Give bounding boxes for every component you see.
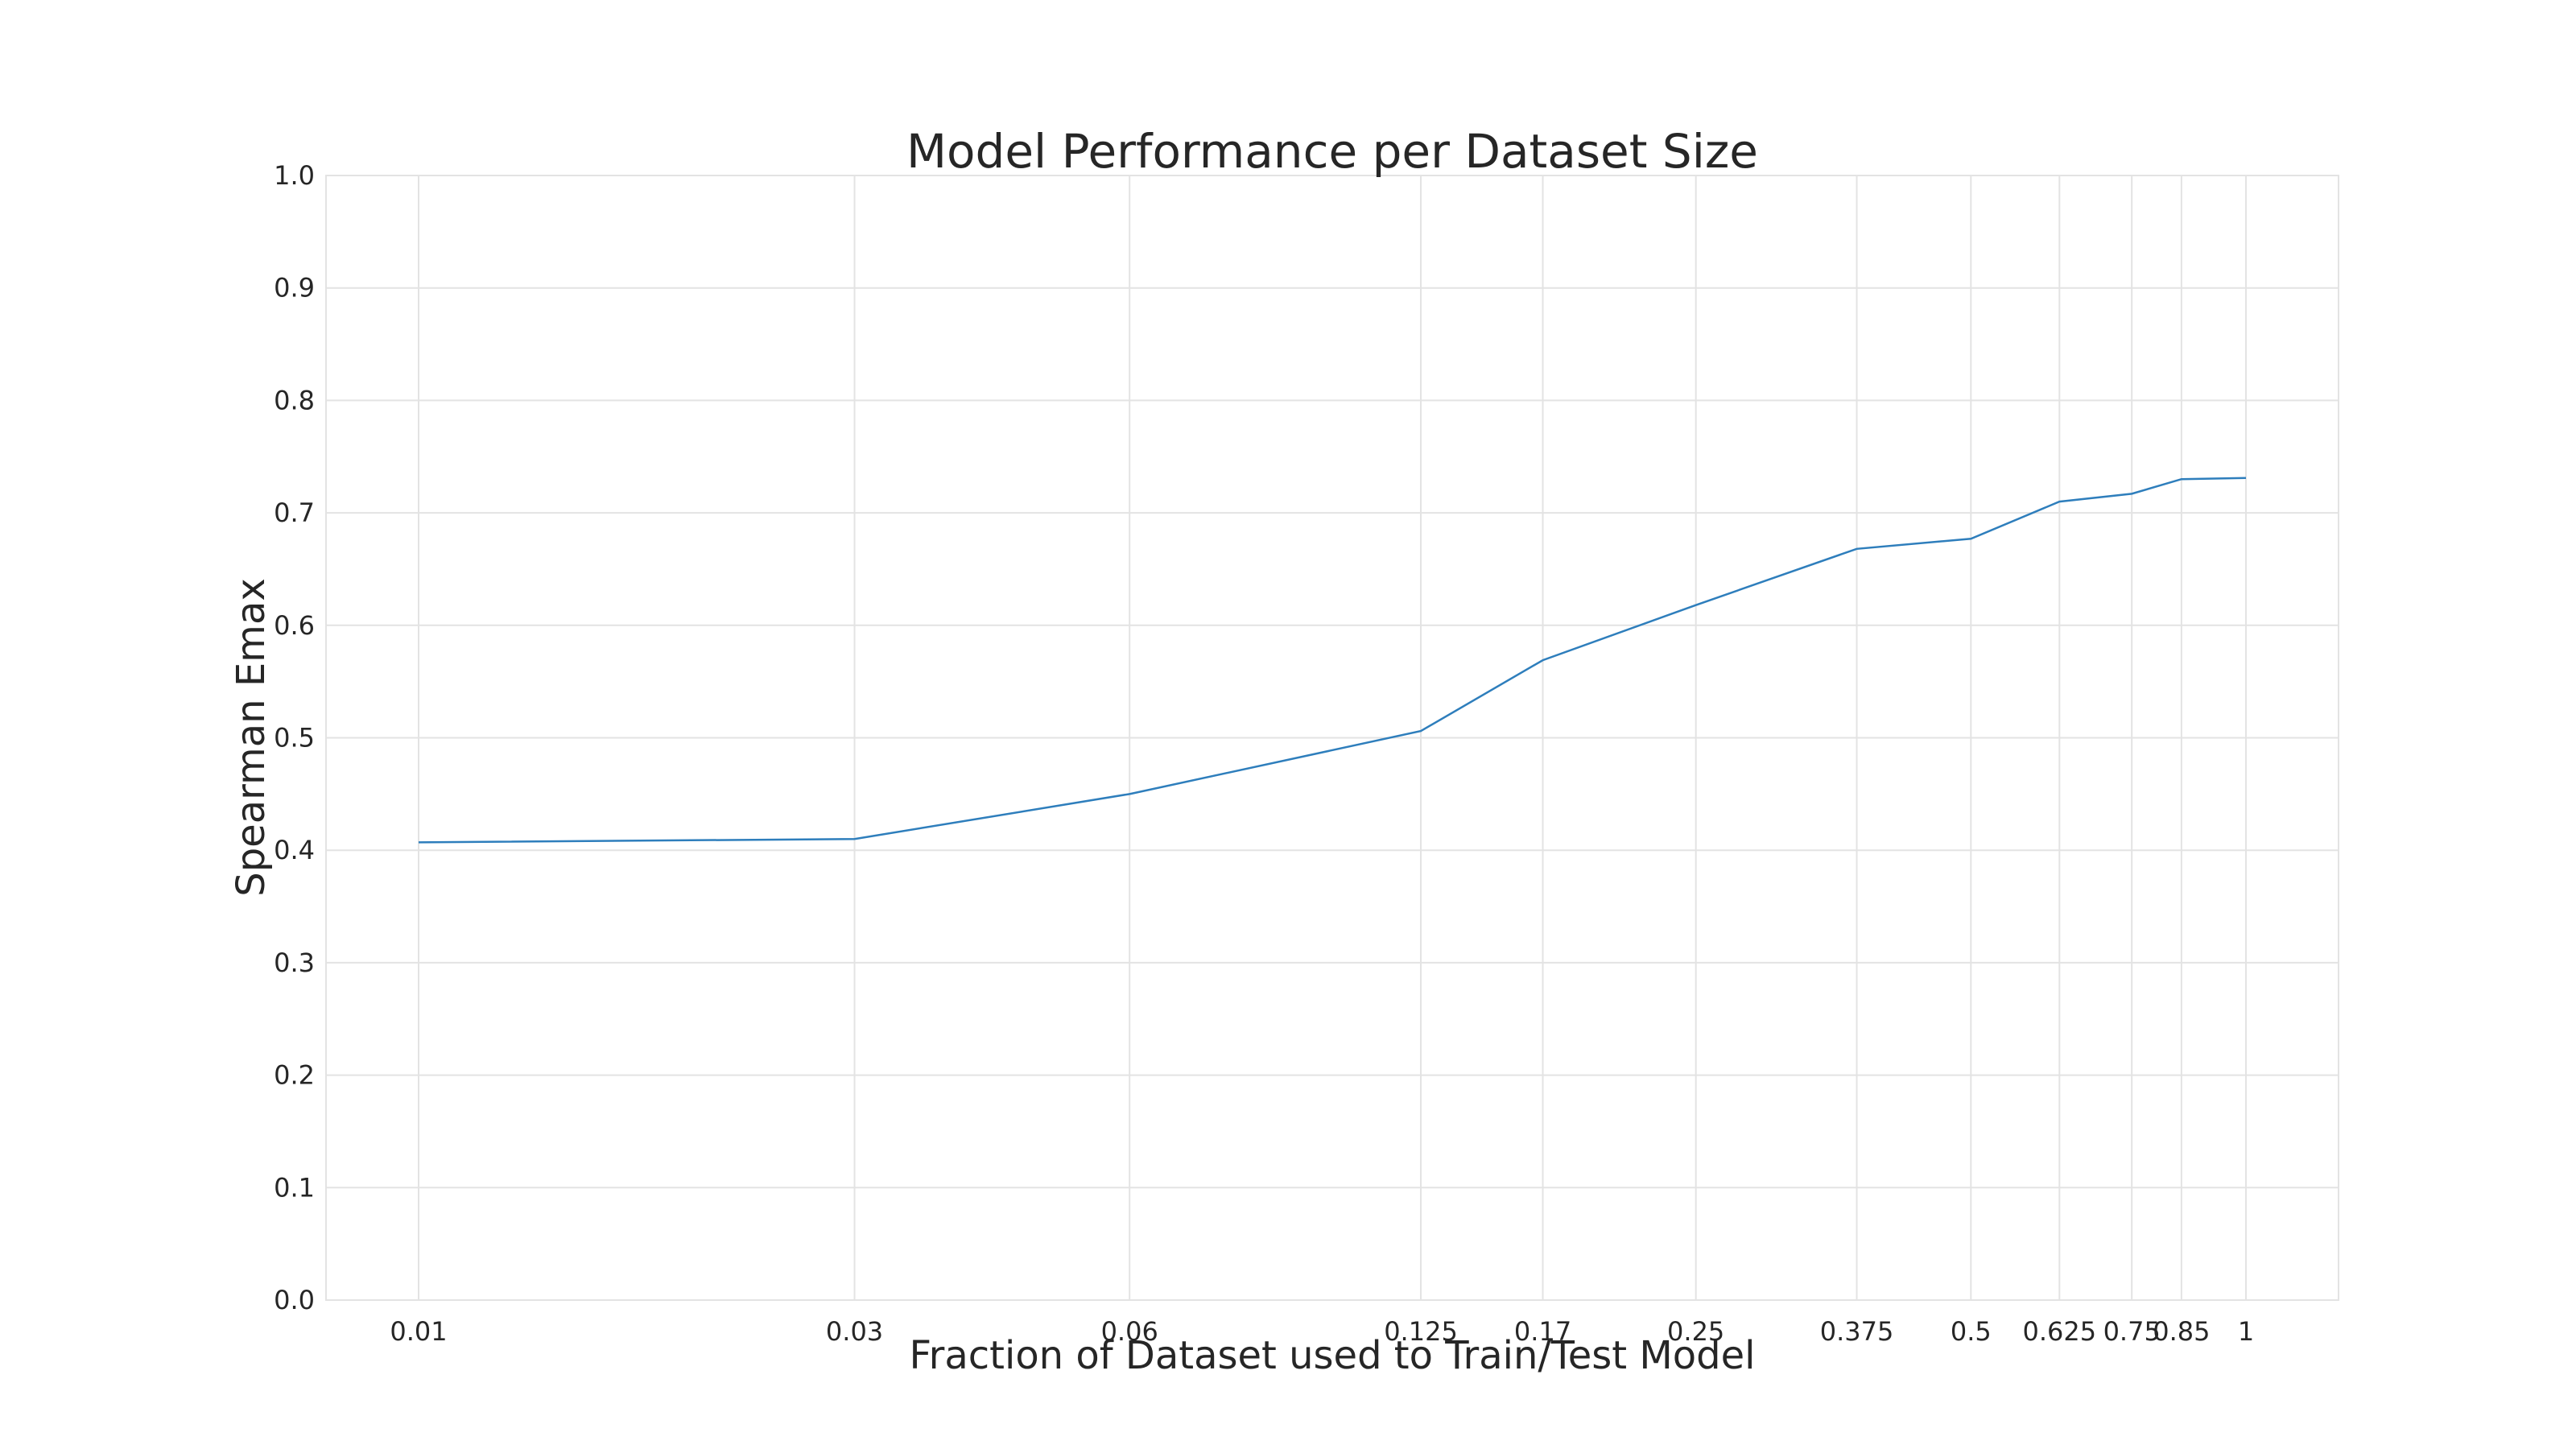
y-gridlines — [326, 175, 2339, 1301]
x-tick-label: 1 — [2238, 1316, 2254, 1347]
x-tick-label: 0.25 — [1667, 1316, 1724, 1347]
x-tick-labels: 0.01 0.03 0.06 0.125 0.17 0.25 0.375 0.5 0.625 0.… — [390, 1316, 2254, 1347]
series-lines — [418, 477, 2247, 844]
y-tick-label: 0.6 — [274, 610, 315, 641]
x-tick-label: 0.625 — [2023, 1316, 2097, 1347]
y-tick-label: 0.5 — [274, 723, 315, 753]
x-tick-label: 0.5 — [1951, 1316, 1992, 1347]
y-tick-label: 0.0 — [274, 1285, 315, 1315]
x-tick-label: 0.03 — [826, 1316, 883, 1347]
y-tick-label: 0.1 — [274, 1172, 315, 1203]
x-tick-label: 0.75 — [2103, 1316, 2161, 1347]
y-tick-label: 0.3 — [274, 947, 315, 978]
x-tick-label: 0.85 — [2153, 1316, 2210, 1347]
y-tick-label: 1.0 — [274, 160, 315, 191]
y-tick-label: 0.7 — [274, 497, 315, 528]
x-tick-label: 0.06 — [1101, 1316, 1158, 1347]
y-tick-label: 0.4 — [274, 835, 315, 865]
x-tick-label: 0.375 — [1820, 1316, 1894, 1347]
series-line — [418, 477, 2247, 844]
y-tick-label: 0.2 — [274, 1060, 315, 1091]
x-axis-label: Fraction of Dataset used to Train/Test M… — [910, 1333, 1756, 1378]
x-gridlines — [418, 175, 2247, 1300]
chart-title: Model Performance per Dataset Size — [906, 124, 1758, 179]
x-tick-label: 0.01 — [390, 1316, 447, 1347]
x-tick-label: 0.125 — [1384, 1316, 1458, 1347]
y-axis-label: Spearman Emax — [229, 578, 274, 897]
x-tick-label: 0.17 — [1514, 1316, 1571, 1347]
y-tick-labels: 0.0 0.1 0.2 0.3 0.4 0.5 0.6 0.7 0.8 0.9 1.0 — [274, 160, 315, 1315]
y-tick-label: 0.9 — [274, 273, 315, 303]
y-tick-label: 0.8 — [274, 385, 315, 415]
